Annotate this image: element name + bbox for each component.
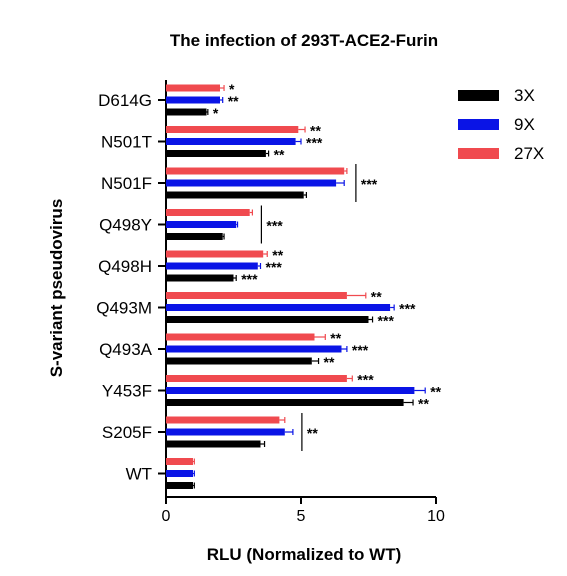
bar-WT-3X [166,482,193,489]
legend: 3X 9X 27X [458,86,544,163]
bar-Q498H-9X [166,262,258,270]
bar-Y453F-3X [166,399,404,406]
x-tick-label-10: 10 [427,508,445,525]
significance-Q493M-27X: ** [371,289,382,305]
bar-S205F-27X [166,416,280,424]
category-label-Q498Y: Q498Y [99,216,152,235]
significance-Y453F-9X: ** [430,384,441,400]
legend-label-9X: 9X [514,115,535,134]
bar-Q498Y-3X [166,233,223,240]
bar-S205F-9X [166,428,285,436]
significance-Q498H-3X: *** [241,271,258,287]
bar-Q493M-9X [166,304,391,311]
category-label-Q493A: Q493A [99,340,153,359]
bar-Q498H-27X [166,250,264,258]
significance-Q493M-9X: *** [399,301,416,317]
bar-WT-9X [166,470,193,477]
bar-Q493M-3X [166,316,369,323]
bar-Y453F-9X [166,387,415,394]
bar-Q493M-27X [166,292,347,299]
significance-Y453F-27X: *** [357,372,374,388]
category-label-Q498H: Q498H [98,257,152,276]
category-label-Y453F: Y453F [102,382,152,401]
significance-Q493M-3X: *** [378,313,395,329]
group-significance-S205F: ** [307,425,318,441]
bar-Q498H-3X [166,274,234,282]
bar-N501F-27X [166,167,345,175]
bar-WT-27X [166,458,193,465]
bar-N501T-3X [166,150,266,157]
significance-Q493A-27X: ** [330,330,341,346]
significance-Y453F-3X: ** [418,396,429,412]
bar-D614G-3X [166,108,207,116]
legend-swatch-9X [458,119,499,130]
bar-N501T-27X [166,126,299,133]
legend-label-3X: 3X [514,86,535,105]
category-label-WT: WT [126,465,152,484]
significance-N501T-27X: ** [310,123,321,139]
bar-S205F-3X [166,440,261,448]
significance-Q498H-27X: ** [272,247,283,263]
bar-Y453F-27X [166,375,347,382]
group-significance-Q498Y: *** [266,218,283,234]
significance-D614G-27X: * [229,81,235,97]
significance-D614G-9X: ** [228,93,239,109]
x-tick-label-5: 5 [297,508,306,525]
bar-N501F-9X [166,179,337,187]
significance-Q493A-3X: ** [324,354,335,370]
bar-Q498Y-9X [166,221,237,228]
significance-Q498H-9X: *** [266,259,283,275]
legend-swatch-27X [458,148,499,159]
significance-N501T-3X: ** [274,147,285,163]
bar-Q493A-9X [166,345,342,353]
x-axis-title: RLU (Normalized to WT) [207,545,402,564]
group-significance-N501F: *** [361,176,378,192]
category-label-S205F: S205F [102,423,152,442]
x-tick-label-0: 0 [162,508,171,525]
legend-label-27X: 27X [514,144,544,163]
significance-D614G-3X: * [213,105,219,121]
bar-N501T-9X [166,138,296,145]
bar-N501F-3X [166,191,304,199]
chart-title: The infection of 293T-ACE2-Furin [170,31,438,50]
bar-D614G-27X [166,84,220,92]
significance-Q493A-9X: *** [352,342,369,358]
category-label-Q493M: Q493M [96,299,152,318]
bar-Q498Y-27X [166,209,250,216]
significance-N501T-9X: *** [306,135,323,151]
legend-swatch-3X [458,90,499,101]
bar-Q493A-27X [166,333,315,341]
category-label-N501F: N501F [101,174,152,193]
category-label-D614G: D614G [98,91,152,110]
bar-Q493A-3X [166,357,312,365]
category-label-N501T: N501T [101,133,152,152]
bar-D614G-9X [166,96,220,104]
y-axis-title: S-variant pseudovirus [47,199,66,378]
